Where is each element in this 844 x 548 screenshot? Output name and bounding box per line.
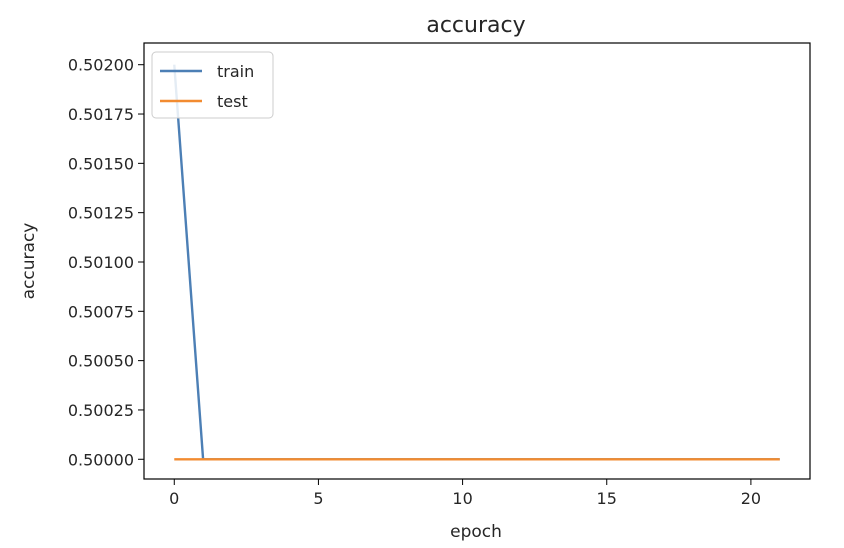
x-axis-label: epoch bbox=[450, 522, 502, 542]
y-axis: 0.50000 0.50025 0.50050 0.50075 0.50100 0.501… bbox=[68, 56, 144, 469]
y-tick-label: 0.50125 bbox=[68, 204, 134, 223]
x-tick-label: 10 bbox=[452, 489, 472, 508]
y-tick-label: 0.50075 bbox=[68, 302, 134, 321]
x-tick-label: 5 bbox=[313, 489, 323, 508]
y-tick-label: 0.50100 bbox=[68, 253, 134, 272]
y-tick-label: 0.50150 bbox=[68, 154, 134, 173]
plot-frame bbox=[143, 42, 811, 480]
x-tick-label: 20 bbox=[741, 489, 761, 508]
legend-label-test: test bbox=[217, 92, 248, 111]
x-tick-label: 0 bbox=[169, 489, 179, 508]
legend-label-train: train bbox=[217, 62, 254, 81]
x-axis: 0 5 10 15 20 bbox=[169, 479, 761, 508]
y-axis-label: accuracy bbox=[19, 223, 39, 300]
y-tick-label: 0.50000 bbox=[68, 450, 134, 469]
chart-title: accuracy bbox=[426, 13, 525, 38]
x-tick-label: 15 bbox=[597, 489, 617, 508]
series-line-train bbox=[173, 64, 780, 461]
y-tick-label: 0.50050 bbox=[68, 352, 134, 371]
y-tick-label: 0.50200 bbox=[68, 56, 134, 75]
legend: train test bbox=[151, 51, 274, 119]
legend-box bbox=[151, 51, 274, 119]
plot-area bbox=[173, 64, 780, 461]
y-tick-label: 0.50025 bbox=[68, 401, 134, 420]
y-tick-label: 0.50175 bbox=[68, 105, 134, 124]
